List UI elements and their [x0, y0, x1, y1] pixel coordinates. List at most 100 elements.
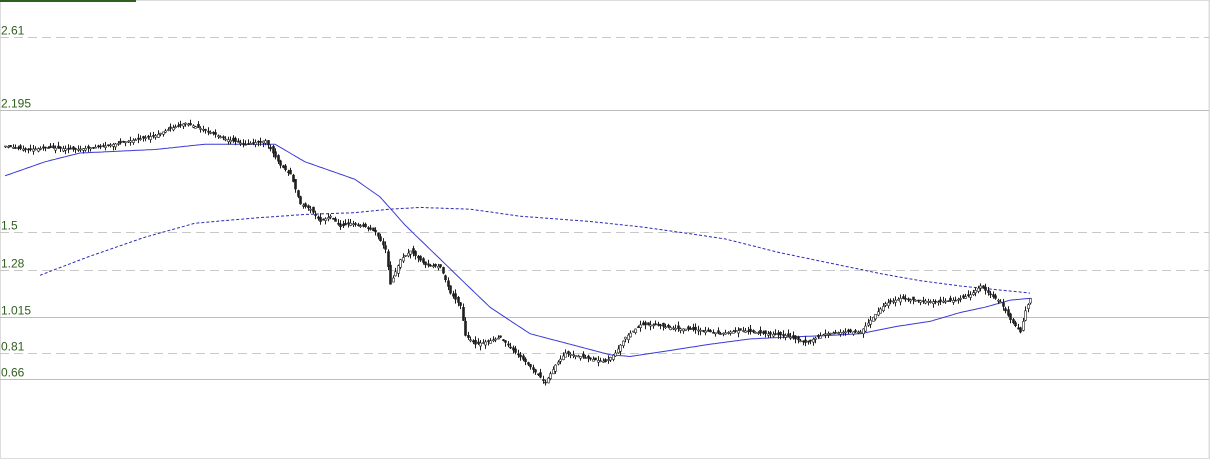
candle-body: [484, 341, 487, 346]
candle-body: [437, 265, 440, 269]
candle-body: [654, 323, 657, 326]
candle-body: [384, 245, 387, 250]
candle-body: [734, 330, 737, 332]
candle-body: [444, 275, 447, 281]
candle-body: [182, 123, 185, 127]
candle-body: [627, 334, 630, 340]
candle-body: [667, 324, 670, 328]
candle-body: [82, 148, 85, 151]
candle-body: [874, 313, 877, 320]
y-tick-label: 0.66: [1, 366, 25, 380]
candle-body: [89, 147, 92, 149]
candle-body: [329, 215, 332, 218]
candle-body: [247, 143, 250, 145]
candle-body: [497, 337, 500, 340]
candle-body: [592, 359, 595, 362]
grid-lines: [0, 37, 1209, 380]
candle-body: [129, 140, 132, 143]
candle-body: [424, 261, 427, 266]
candle-body: [869, 319, 872, 325]
y-axis-ticks: 2.61 2.195 1.5 1.28 1.015 0.81 0.66: [1, 24, 31, 380]
candle-body: [994, 295, 997, 299]
candle-body: [812, 338, 815, 343]
candle-body: [674, 328, 677, 330]
candle-body: [319, 217, 322, 222]
candle-body: [949, 297, 952, 301]
candle-body: [209, 132, 212, 134]
candle-body: [397, 265, 400, 274]
candle-body: [764, 330, 767, 334]
candle-body: [1024, 310, 1027, 321]
candle-body: [679, 328, 682, 331]
candle-body: [824, 333, 827, 336]
candle-body: [264, 140, 267, 144]
candle-body: [732, 331, 735, 334]
candle-body: [59, 146, 62, 149]
candle-body: [79, 148, 82, 151]
candle-body: [954, 299, 957, 302]
candle-body: [749, 328, 752, 332]
candle-body: [822, 334, 825, 337]
candle-body: [84, 148, 87, 151]
candle-body: [479, 342, 482, 347]
candle-body: [552, 369, 555, 375]
candle-body: [604, 359, 607, 363]
candle-body: [737, 330, 740, 334]
candle-body: [24, 148, 27, 150]
candle-body: [714, 332, 717, 335]
candle-body: [959, 298, 962, 300]
candle-body: [224, 138, 227, 141]
candle-body: [1019, 327, 1022, 333]
candle-body: [704, 330, 707, 333]
candle-body: [382, 241, 385, 246]
candle-body: [102, 145, 105, 147]
candle-body: [439, 264, 442, 267]
candle-body: [934, 300, 937, 303]
candle-body: [14, 147, 17, 149]
candle-body: [172, 127, 175, 131]
candle-body: [614, 352, 617, 357]
candle-body: [249, 143, 252, 145]
candle-body: [334, 218, 337, 222]
candle-body: [109, 144, 112, 147]
candle-body: [534, 369, 537, 373]
candle-body: [7, 146, 10, 148]
candle-body: [457, 296, 460, 303]
candle-body: [152, 135, 155, 137]
candle-body: [939, 299, 942, 302]
candle-body: [132, 139, 135, 143]
candle-body: [259, 141, 262, 143]
candle-body: [559, 358, 562, 362]
candle-body: [354, 223, 357, 225]
candle-body: [447, 280, 450, 287]
candle-body: [179, 124, 182, 126]
candle-body: [744, 330, 747, 333]
candle-body: [167, 129, 170, 131]
candle-body: [699, 329, 702, 332]
candle-body: [29, 148, 32, 150]
candle-body: [107, 144, 110, 146]
short-moving-average-series: [4, 143, 1031, 358]
candle-body: [239, 142, 242, 145]
candle-body: [402, 257, 405, 262]
candle-body: [984, 286, 987, 291]
candle-body: [729, 331, 732, 334]
candle-body: [364, 223, 367, 227]
candle-body: [299, 196, 302, 205]
candle-body: [717, 330, 720, 334]
candle-body: [612, 354, 615, 360]
candle-body: [217, 135, 220, 137]
candle-body: [834, 332, 837, 334]
candle-body: [192, 125, 195, 128]
candlestick-series: [4, 119, 1032, 386]
candle-body: [277, 155, 280, 162]
candle-body: [449, 285, 452, 294]
candle-body: [1027, 304, 1030, 309]
candle-body: [709, 330, 712, 333]
candle-body: [599, 360, 602, 363]
candle-body: [52, 145, 55, 149]
candle-body: [914, 299, 917, 302]
candle-body: [864, 325, 867, 332]
candle-body: [232, 137, 235, 142]
